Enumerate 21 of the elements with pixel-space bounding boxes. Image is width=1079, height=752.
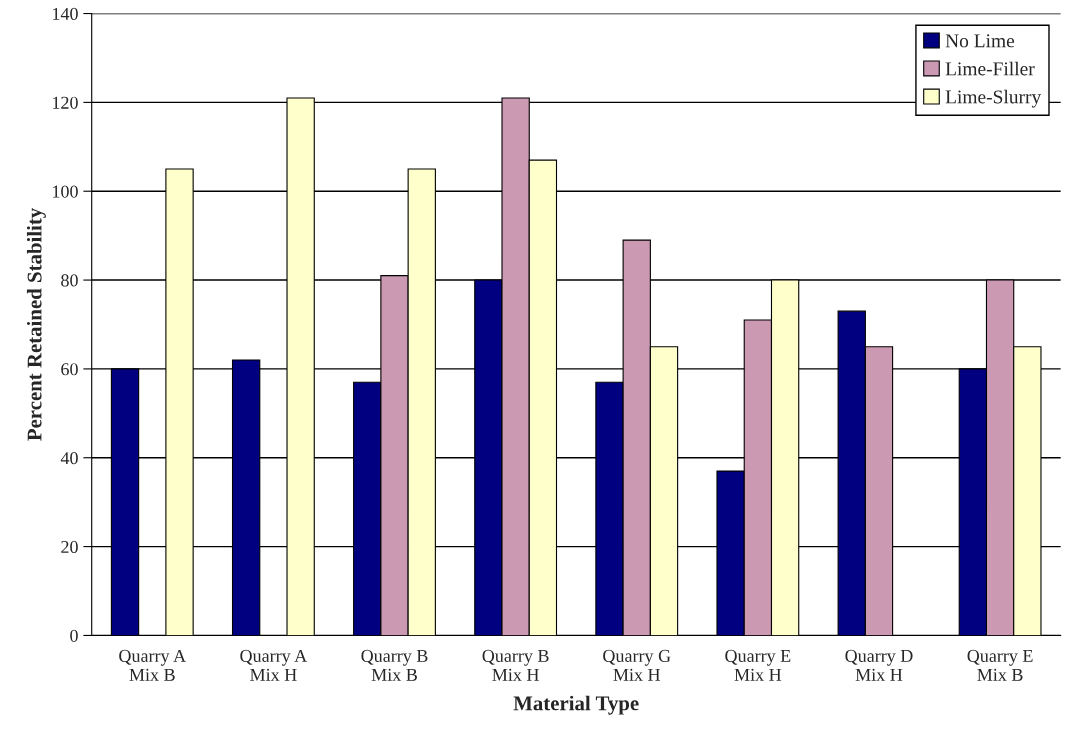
y-tick-label: 80 [61, 274, 78, 287]
x-tick-label: Quarry D Mix H [845, 649, 913, 681]
x-tick-label: Quarry A Mix H [240, 649, 308, 681]
legend-label: No Lime [945, 34, 1015, 48]
legend-label: Lime-Slurry [945, 89, 1042, 108]
y-tick-label: 0 [70, 629, 78, 642]
y-tick-label: 100 [53, 185, 78, 198]
x-tick-label: Quarry A Mix B [119, 649, 186, 681]
x-tick-label: Quarry E Mix H [725, 649, 791, 681]
x-tick-label: Quarry E Mix B [967, 649, 1033, 681]
y-axis-title: Percent Retained Stability [26, 207, 46, 441]
y-tick-label: 20 [61, 540, 78, 554]
y-tick-label: 120 [53, 96, 78, 109]
x-tick-label: Quarry B Mix B [361, 649, 428, 681]
x-axis-title: Material Type [513, 695, 639, 715]
y-tick-label: 40 [60, 452, 78, 465]
y-tick-label: 60 [61, 363, 78, 376]
x-tick-label: Quarry G Mix H [603, 649, 671, 681]
x-tick-label: Quarry B Mix H [482, 649, 549, 681]
y-tick-label: 140 [53, 7, 78, 20]
legend-label: Lime-Filler [945, 61, 1035, 76]
